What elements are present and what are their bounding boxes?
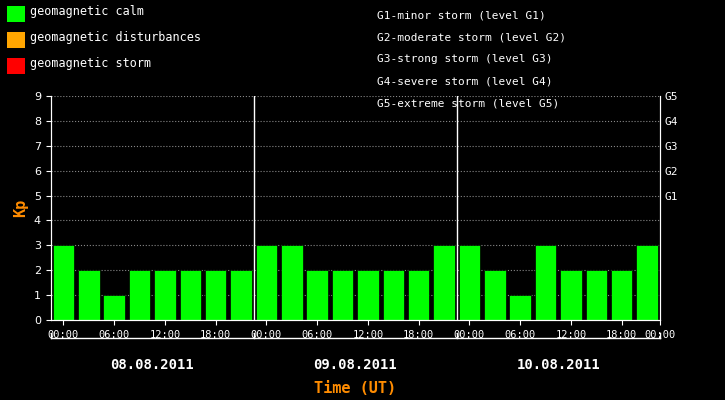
Bar (231, 270, 252, 320)
Text: geomagnetic calm: geomagnetic calm (30, 6, 144, 18)
Text: 08.08.2011: 08.08.2011 (110, 358, 194, 372)
Text: geomagnetic storm: geomagnetic storm (30, 58, 152, 70)
Bar (154, 270, 175, 320)
Bar (434, 245, 455, 320)
Bar (78, 270, 99, 320)
Bar (535, 245, 556, 320)
Text: G3-strong storm (level G3): G3-strong storm (level G3) (377, 54, 552, 64)
Text: G4-severe storm (level G4): G4-severe storm (level G4) (377, 76, 552, 86)
Text: 10.08.2011: 10.08.2011 (516, 358, 600, 372)
Text: G1-minor storm (level G1): G1-minor storm (level G1) (377, 10, 546, 20)
Bar (586, 270, 607, 320)
Y-axis label: Kp: Kp (13, 199, 28, 217)
Bar (256, 245, 277, 320)
Bar (611, 270, 632, 320)
Bar (53, 245, 74, 320)
Bar (408, 270, 429, 320)
Bar (332, 270, 353, 320)
Text: geomagnetic disturbances: geomagnetic disturbances (30, 32, 202, 44)
Bar (637, 245, 658, 320)
Bar (510, 295, 531, 320)
Bar (459, 245, 480, 320)
Bar (383, 270, 404, 320)
Bar (560, 270, 581, 320)
Text: Time (UT): Time (UT) (314, 381, 397, 396)
Bar (180, 270, 201, 320)
Bar (104, 295, 125, 320)
Text: G2-moderate storm (level G2): G2-moderate storm (level G2) (377, 32, 566, 42)
Bar (281, 245, 302, 320)
Bar (129, 270, 150, 320)
Bar (307, 270, 328, 320)
Bar (484, 270, 505, 320)
Bar (205, 270, 226, 320)
Text: 09.08.2011: 09.08.2011 (313, 358, 397, 372)
Text: G5-extreme storm (level G5): G5-extreme storm (level G5) (377, 98, 559, 108)
Bar (357, 270, 378, 320)
